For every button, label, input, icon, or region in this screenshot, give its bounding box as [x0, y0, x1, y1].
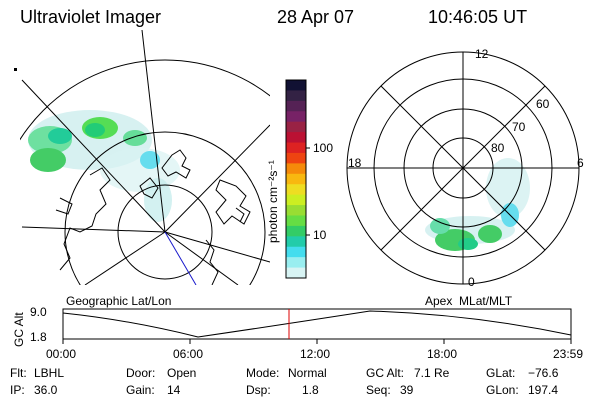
colorbar-segment: [286, 80, 306, 91]
door-value: Open: [167, 366, 197, 380]
coastlines: [55, 149, 251, 285]
colorbar-segment: [286, 215, 306, 227]
timeline-ytick-9: 9.0: [30, 305, 47, 319]
time-label: 10:46:05 UT: [428, 7, 528, 27]
colorbar-tick-10: 10: [313, 228, 327, 242]
colorbar-segment: [286, 152, 306, 164]
flt-label: Flt:: [10, 366, 27, 380]
glon-label: GLon:: [486, 383, 519, 397]
door-label: Door:: [126, 366, 156, 380]
aurora-emission-geo: [28, 110, 180, 222]
mlt-label-12: 12: [475, 47, 489, 61]
ip-value: 36.0: [34, 383, 58, 397]
seq-label: Seq:: [366, 383, 391, 397]
colorbar-segment: [286, 257, 306, 269]
altitude-curve: [62, 310, 572, 338]
colorbar-frame: [285, 79, 307, 279]
glat-label: GLat:: [486, 366, 516, 380]
mlt-label-6: 6: [577, 156, 584, 170]
colorbar-segment: [286, 205, 306, 216]
ip-label: IP:: [10, 383, 25, 397]
colorbar-tick-100: 100: [313, 141, 334, 155]
colorbar-segment: [286, 90, 306, 102]
colorbar-segment: [286, 163, 306, 175]
colorbar-segment: [286, 267, 306, 279]
timeline-xtick-2359: 23:59: [553, 347, 584, 361]
geographic-map: [20, 30, 270, 285]
timeline-xtick-0600: 06:00: [173, 347, 204, 361]
colorbar-unit-label: photon cm⁻²s⁻¹: [266, 160, 280, 243]
dsp-label: Dsp:: [246, 383, 271, 397]
timeline-xtick-1200: 12:00: [300, 347, 331, 361]
dsp-value: 1.8: [302, 383, 319, 397]
timeline-xtick-1800: 18:00: [427, 347, 458, 361]
lat-label-80: 80: [491, 141, 505, 155]
colorbar-segment: [286, 184, 306, 196]
lat-label-70: 70: [512, 120, 526, 134]
colorbar-segment: [286, 132, 306, 144]
gcalt-label: GC Alt:: [366, 366, 405, 380]
colorbar-segment: [286, 121, 306, 133]
mlt-label-18: 18: [348, 156, 362, 170]
date-label: 28 Apr 07: [277, 7, 355, 27]
mode-value: Normal: [288, 366, 327, 380]
meridian-lines: [21, 30, 270, 285]
glat-value: −76.6: [528, 366, 559, 380]
colorbar-segment: [286, 225, 306, 237]
latitude-circle-inner: [117, 184, 213, 280]
gcalt-value: 7.1 Re: [414, 366, 450, 380]
latitude-circle-outer: [20, 59, 270, 141]
apex-mlt-lines: [347, 52, 579, 284]
timeline-xtick-0000: 00:00: [46, 347, 77, 361]
orbit-track: [164, 231, 197, 285]
timeline-ytick-1: 1.8: [30, 330, 47, 344]
glon-value: 197.4: [528, 383, 559, 397]
apex-map: [346, 51, 580, 285]
timeline-axis-label: GC Alt: [12, 312, 26, 347]
mode-label: Mode:: [246, 366, 280, 380]
colorbar-segment: [286, 173, 306, 185]
geographic-panel-label: Geographic Lat/Lon: [66, 294, 172, 308]
colorbar-segment: [286, 100, 306, 112]
gain-value: 14: [167, 383, 181, 397]
gain-label: Gain:: [126, 383, 155, 397]
seq-value: 39: [400, 383, 414, 397]
latitude-circle-mid: [64, 131, 266, 285]
colorbar-segment: [286, 236, 306, 248]
colorbar-segment: [286, 142, 306, 154]
mlt-label-0: 0: [468, 275, 475, 289]
lat-label-60: 60: [536, 97, 550, 111]
flt-value: LBHL: [34, 366, 65, 380]
altitude-timeline: [62, 308, 572, 344]
instrument-title: Ultraviolet Imager: [20, 7, 162, 27]
apex-panel-label: Apex MLat/MLT: [425, 294, 513, 308]
colorbar-segment: [286, 246, 306, 258]
colorbar-segment: [286, 111, 306, 123]
map-tick: [14, 68, 17, 71]
color-scale-bar: [286, 80, 306, 279]
colorbar-segment: [286, 194, 306, 206]
